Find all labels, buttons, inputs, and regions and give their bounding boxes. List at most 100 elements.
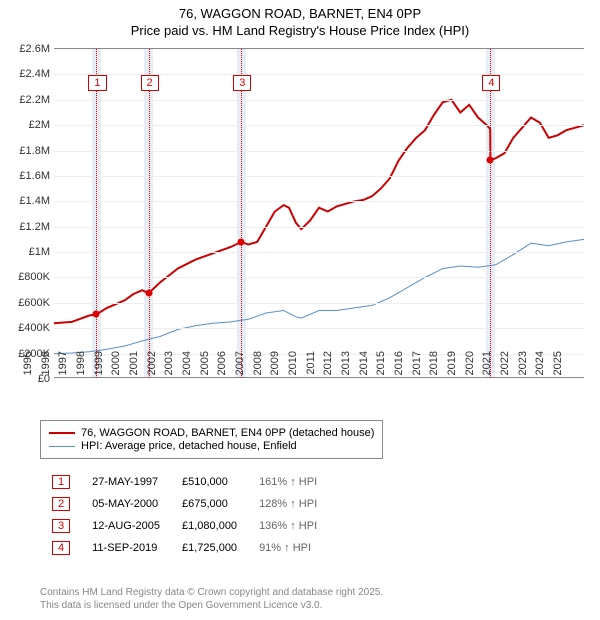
sale-price: £510,000	[172, 472, 247, 492]
y-tick-label: £1.8M	[6, 145, 50, 157]
table-row: 127-MAY-1997£510,000161% ↑ HPI	[42, 472, 327, 492]
y-tick-label: £2.4M	[6, 68, 50, 80]
x-tick-label: 2010	[287, 351, 299, 383]
x-tick-label: 2023	[517, 351, 529, 383]
sales-table: 127-MAY-1997£510,000161% ↑ HPI 2 05-MAY-20…	[40, 470, 329, 560]
legend: 76, WAGGON ROAD, BARNET, EN4 0PP (detach…	[40, 420, 383, 459]
sale-price: £675,000	[172, 494, 247, 514]
sale-point-marker	[487, 157, 494, 164]
y-tick-label: £2.6M	[6, 43, 50, 55]
y-tick-label: £1.4M	[6, 195, 50, 207]
legend-swatch	[49, 446, 75, 447]
x-tick-label: 2025	[552, 351, 564, 383]
y-tick-label: £800K	[6, 271, 50, 283]
x-tick-label: 1999	[93, 351, 105, 383]
gridline	[54, 227, 584, 228]
event-label: 3	[233, 75, 251, 91]
sale-price: £1,725,000	[172, 538, 247, 558]
series-price_paid	[54, 100, 584, 323]
gridline	[54, 328, 584, 329]
chart-lines	[54, 49, 584, 379]
legend-label: 76, WAGGON ROAD, BARNET, EN4 0PP (detach…	[81, 427, 374, 439]
sale-pct: 91% ↑ HPI	[249, 538, 327, 558]
x-tick-label: 2004	[181, 351, 193, 383]
legend-label: HPI: Average price, detached house, Enfi…	[81, 440, 297, 452]
y-tick-label: £1.6M	[6, 170, 50, 182]
x-tick-label: 2002	[146, 351, 158, 383]
event-line	[96, 49, 97, 378]
x-tick-label: 2024	[534, 351, 546, 383]
sale-pct: 128% ↑ HPI	[249, 494, 327, 514]
sale-date: 05-MAY-2000	[82, 494, 170, 514]
table-row: 3 12-AUG-2005£1,080,000136% ↑ HPI	[42, 516, 327, 536]
x-tick-label: 1998	[75, 351, 87, 383]
gridline	[54, 201, 584, 202]
x-tick-label: 2016	[393, 351, 405, 383]
gridline	[54, 303, 584, 304]
x-tick-label: 2009	[269, 351, 281, 383]
x-tick-label: 2021	[481, 351, 493, 383]
x-tick-label: 2011	[305, 351, 317, 383]
x-tick-label: 2006	[216, 351, 228, 383]
attribution: Contains HM Land Registry data © Crown c…	[40, 587, 383, 612]
sale-badge: 2	[52, 497, 70, 511]
x-tick-label: 2019	[446, 351, 458, 383]
gridline	[54, 100, 584, 101]
sale-pct: 136% ↑ HPI	[249, 516, 327, 536]
x-tick-label: 2012	[322, 351, 334, 383]
title-address: 76, WAGGON ROAD, BARNET, EN4 0PP	[0, 6, 600, 23]
x-tick-label: 2000	[110, 351, 122, 383]
x-tick-label: 2022	[499, 351, 511, 383]
event-label: 4	[482, 75, 500, 91]
x-tick-label: 2014	[358, 351, 370, 383]
x-tick-label: 2020	[464, 351, 476, 383]
legend-item-price: 76, WAGGON ROAD, BARNET, EN4 0PP (detach…	[49, 427, 374, 439]
page-title: 76, WAGGON ROAD, BARNET, EN4 0PP Price p…	[0, 0, 600, 40]
sale-date: 27-MAY-1997	[82, 472, 170, 492]
y-tick-label: £1.2M	[6, 221, 50, 233]
y-tick-label: £2.2M	[6, 94, 50, 106]
table-row: 2 05-MAY-2000£675,000128% ↑ HPI	[42, 494, 327, 514]
title-subtitle: Price paid vs. HM Land Registry's House …	[0, 23, 600, 40]
y-tick-label: £2M	[6, 119, 50, 131]
event-label: 1	[88, 75, 106, 91]
sale-pct: 161% ↑ HPI	[249, 472, 327, 492]
legend-swatch	[49, 432, 75, 434]
y-tick-label: £400K	[6, 322, 50, 334]
x-tick-label: 2008	[252, 351, 264, 383]
sale-badge: 3	[52, 519, 70, 533]
x-tick-label: 1997	[57, 351, 69, 383]
table-row: 4 11-SEP-2019£1,725,00091% ↑ HPI	[42, 538, 327, 558]
x-tick-label: 2001	[128, 351, 140, 383]
x-tick-label: 2018	[428, 351, 440, 383]
x-tick-label: 2007	[234, 351, 246, 383]
x-tick-label: 2017	[411, 351, 423, 383]
y-tick-label: £600K	[6, 297, 50, 309]
event-label: 2	[141, 75, 159, 91]
footer-line: This data is licensed under the Open Gov…	[40, 600, 383, 613]
event-line	[490, 49, 491, 378]
y-tick-label: £1M	[6, 246, 50, 258]
event-line	[241, 49, 242, 378]
sale-badge: 4	[52, 541, 70, 555]
gridline	[54, 125, 584, 126]
sale-point-marker	[145, 290, 152, 297]
sale-point-marker	[238, 238, 245, 245]
gridline	[54, 277, 584, 278]
sale-date: 12-AUG-2005	[82, 516, 170, 536]
footer-line: Contains HM Land Registry data © Crown c…	[40, 587, 383, 600]
x-tick-label: 1995	[22, 351, 34, 383]
price-chart: £0£200K£400K£600K£800K£1M£1.2M£1.4M£1.6M…	[54, 48, 584, 378]
x-tick-label: 1996	[40, 351, 52, 383]
gridline	[54, 176, 584, 177]
legend-item-hpi: HPI: Average price, detached house, Enfi…	[49, 440, 374, 452]
sale-date: 11-SEP-2019	[82, 538, 170, 558]
sale-price: £1,080,000	[172, 516, 247, 536]
x-tick-label: 2015	[375, 351, 387, 383]
x-tick-label: 2013	[340, 351, 352, 383]
gridline	[54, 252, 584, 253]
gridline	[54, 151, 584, 152]
sale-point-marker	[93, 311, 100, 318]
series-hpi	[54, 239, 584, 353]
event-line	[149, 49, 150, 378]
